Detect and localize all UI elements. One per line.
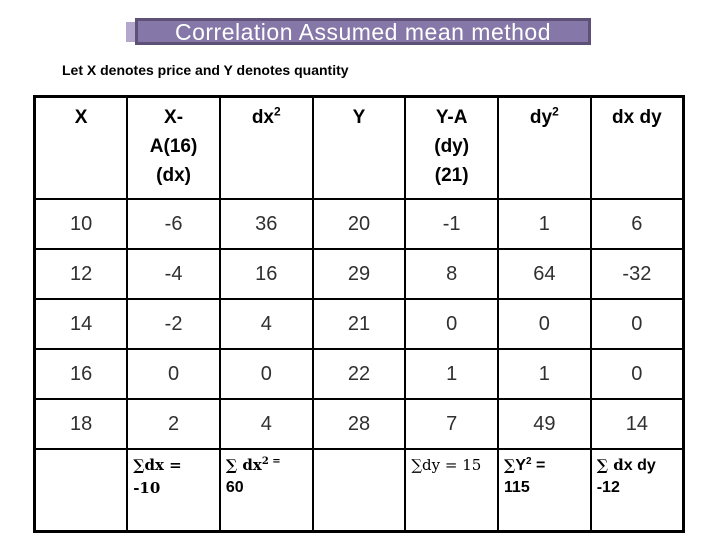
sum-empty-cell — [33, 448, 129, 533]
header-superscript: 2 — [274, 104, 281, 119]
table-cell: 0 — [404, 298, 500, 350]
header-label: (21) — [434, 165, 469, 186]
table-cell: -6 — [126, 198, 221, 250]
sum-dxdy-value: -12 — [596, 479, 620, 496]
sum-empty-cell — [311, 448, 407, 533]
header-label: dx dy — [612, 107, 662, 128]
column-header-y: Y — [311, 95, 407, 200]
table-cell: 49 — [497, 398, 592, 450]
sum-dy-cell: ∑dy = 15 — [404, 448, 500, 533]
table-cell: 0 — [589, 298, 685, 350]
table-cell: 0 — [589, 348, 685, 400]
table-cell: -1 — [404, 198, 500, 250]
column-header-dxdy: dx dy — [589, 95, 685, 200]
table-cell: 1 — [497, 198, 592, 250]
subtitle: Let X denotes price and Y denotes quanti… — [62, 62, 349, 78]
summary-row: ∑dx = -10 ∑ dx2 = 60 ∑dy = 15 ∑Y2 = 115 … — [33, 448, 685, 533]
sum-dxdy-label: x dy — [623, 457, 656, 474]
sum-dx2-label: ∑ dx — [225, 456, 262, 474]
table-cell: 1 — [404, 348, 500, 400]
header-label: X- — [164, 107, 184, 128]
column-header-x: X — [33, 95, 129, 200]
table-cell: 7 — [404, 398, 500, 450]
sum-dx-label: ∑dx = — [133, 456, 182, 474]
table-cell: 20 — [311, 198, 407, 250]
table-cell: 16 — [33, 348, 129, 400]
table-cell: 28 — [311, 398, 407, 450]
slide-title: Correlation Assumed mean method — [174, 19, 552, 45]
sum-y2-cell: ∑Y2 = 115 — [497, 448, 592, 533]
header-label: dx — [251, 107, 274, 128]
sum-y2-label: Y — [515, 457, 526, 474]
header-row: X X- A(16) (dx) dx2 Y Y-A (dy) (21) dy2 … — [33, 95, 685, 200]
table-cell: 16 — [218, 248, 314, 300]
header-superscript: 2 — [552, 104, 559, 119]
sum-dx2-cell: ∑ dx2 = 60 — [218, 448, 314, 533]
column-header-dy: Y-A (dy) (21) — [404, 95, 500, 200]
table-cell: 21 — [311, 298, 407, 350]
table-row: 10 -6 36 20 -1 1 6 — [33, 198, 685, 250]
correlation-table: X X- A(16) (dx) dx2 Y Y-A (dy) (21) dy2 … — [33, 95, 685, 533]
table-cell: 6 — [589, 198, 685, 250]
table-cell: 12 — [33, 248, 129, 300]
header-label: dy — [529, 107, 553, 128]
table-cell: -4 — [126, 248, 221, 300]
sum-dx-cell: ∑dx = -10 — [126, 448, 221, 533]
table-cell: 8 — [404, 248, 500, 300]
sigma-symbol: ∑ — [504, 456, 516, 474]
sum-dy-label: ∑dy = 15 — [411, 456, 482, 474]
header-label: X — [74, 107, 88, 128]
table-cell: 10 — [33, 198, 129, 250]
table-cell: 29 — [311, 248, 407, 300]
sum-dxdy-cell: ∑ dx dy -12 — [589, 448, 685, 533]
sum-dx2-superscript: 2 = — [261, 456, 281, 467]
header-label: (dy) — [434, 136, 470, 157]
table-row: 14 -2 4 21 0 0 0 — [33, 298, 685, 350]
table-cell: 4 — [218, 298, 314, 350]
table-row: 16 0 0 22 1 1 0 — [33, 348, 685, 400]
column-header-dy2: dy2 — [497, 95, 592, 200]
sum-dx2-value: 60 — [225, 479, 244, 496]
table-cell: 22 — [311, 348, 407, 400]
sum-dx-value: -10 — [133, 479, 161, 497]
sum-y2-value: 115 — [504, 479, 530, 496]
column-header-dx: X- A(16) (dx) — [126, 95, 221, 200]
sum-dxdy-sigma: ∑ d — [596, 456, 624, 474]
header-label: Y-A — [435, 107, 468, 128]
header-label: A(16) — [149, 136, 198, 157]
header-label: (dx) — [156, 165, 191, 186]
sum-y2-equals: = — [531, 457, 546, 474]
slide-title-bar: Correlation Assumed mean method — [126, 18, 591, 45]
table-cell: 14 — [33, 298, 129, 350]
table-row: 18 2 4 28 7 49 14 — [33, 398, 685, 450]
table-cell: 0 — [126, 348, 221, 400]
table-cell: 4 — [218, 398, 314, 450]
table-cell: -2 — [126, 298, 221, 350]
sum-y2-superscript: 2 — [525, 456, 532, 467]
table-cell: 64 — [497, 248, 592, 300]
table-cell: 36 — [218, 198, 314, 250]
table-cell: 1 — [497, 348, 592, 400]
table-cell: 0 — [218, 348, 314, 400]
header-label: Y — [352, 107, 366, 128]
table-cell: 18 — [33, 398, 129, 450]
table-cell: -32 — [589, 248, 685, 300]
table-cell: 2 — [126, 398, 221, 450]
table-cell: 14 — [589, 398, 685, 450]
column-header-dx2: dx2 — [218, 95, 314, 200]
table-cell: 0 — [497, 298, 592, 350]
table-row: 12 -4 16 29 8 64 -32 — [33, 248, 685, 300]
